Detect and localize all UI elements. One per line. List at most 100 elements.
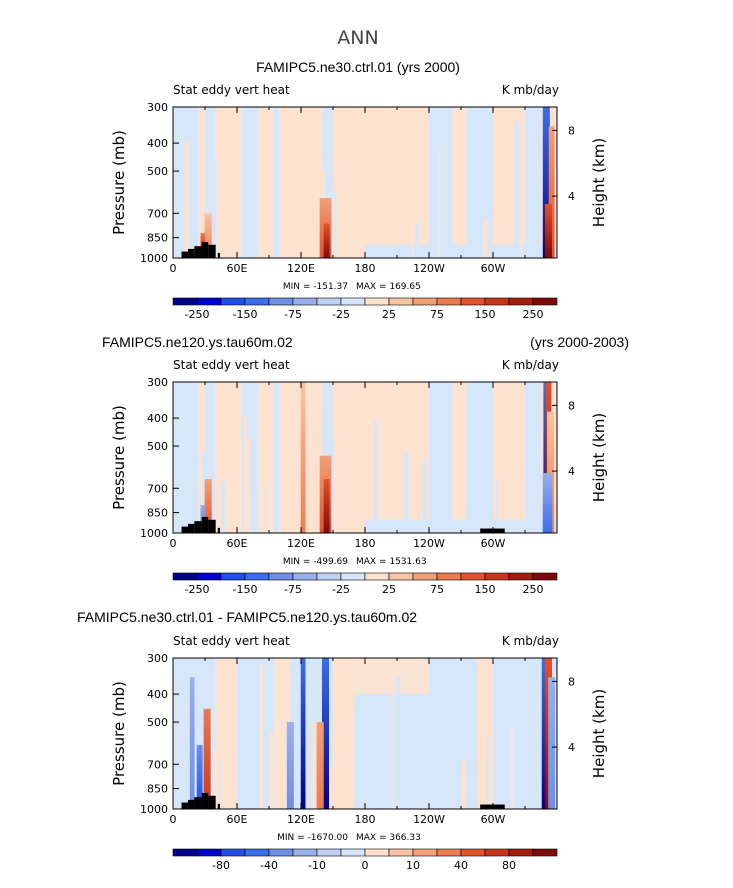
colorbar-swatch bbox=[388, 572, 414, 581]
colorbar-swatch bbox=[508, 848, 534, 857]
field-region bbox=[215, 107, 242, 258]
terrain-block bbox=[208, 795, 216, 809]
field-feature bbox=[316, 722, 324, 809]
colorbar-swatch bbox=[268, 572, 294, 581]
x-tick-label: 120E bbox=[287, 813, 315, 826]
field-region bbox=[520, 167, 523, 258]
colorbar-swatch bbox=[364, 297, 390, 306]
field-feature bbox=[189, 677, 195, 809]
max-value: MAX = 366.33 bbox=[356, 833, 421, 843]
height-axis-label: Height (km) bbox=[590, 689, 608, 778]
colorbar-swatch bbox=[436, 297, 462, 306]
colorbar-swatch bbox=[244, 848, 270, 857]
field-region bbox=[525, 107, 541, 258]
topography bbox=[181, 516, 505, 533]
x-tick-label: 0 bbox=[170, 537, 177, 550]
field-feature bbox=[547, 411, 555, 533]
field-region bbox=[329, 442, 335, 533]
terrain-block bbox=[201, 516, 209, 533]
field-region bbox=[221, 482, 226, 533]
colorbar-swatch bbox=[436, 848, 462, 857]
panel-3: FAMIPC5.ne30.ctrl.01 - FAMIPC5.ne120.ys.… bbox=[77, 609, 608, 872]
x-tick-label: 120E bbox=[287, 537, 315, 550]
field-feature bbox=[204, 478, 212, 533]
colorbar-label: -75 bbox=[284, 308, 302, 321]
colorbar-swatch bbox=[508, 297, 534, 306]
field-region bbox=[311, 721, 316, 809]
field-region bbox=[333, 658, 355, 809]
field-region bbox=[258, 107, 274, 258]
field-region bbox=[496, 478, 499, 533]
field-background bbox=[173, 658, 557, 809]
colorbar-label: -150 bbox=[233, 308, 258, 321]
terrain-block bbox=[201, 792, 209, 809]
terrain-block bbox=[217, 803, 220, 809]
y-tick-label: 400 bbox=[147, 688, 168, 701]
field-region bbox=[279, 107, 323, 258]
colorbar-swatch bbox=[316, 848, 342, 857]
field-feature bbox=[300, 382, 306, 533]
colorbar-swatch bbox=[484, 572, 510, 581]
colorbar-label: 40 bbox=[454, 859, 468, 872]
colorbar-swatch bbox=[364, 572, 390, 581]
colorbar-label: 75 bbox=[430, 308, 444, 321]
x-tick-label: 0 bbox=[170, 262, 177, 275]
height-tick-label: 4 bbox=[568, 465, 575, 478]
colorbar-swatch bbox=[244, 297, 270, 306]
field-region bbox=[466, 107, 493, 258]
max-value: MAX = 169.65 bbox=[356, 282, 421, 292]
terrain-block bbox=[187, 799, 195, 809]
colorbar: -80 -40 -10 0 10 40 80 bbox=[172, 848, 558, 872]
field-region bbox=[274, 658, 291, 809]
topography bbox=[181, 241, 220, 258]
field-region bbox=[395, 676, 400, 809]
colorbar-swatch bbox=[196, 297, 222, 306]
x-tick-label: 60E bbox=[227, 262, 248, 275]
colorbar-label: -25 bbox=[332, 583, 350, 596]
field-region bbox=[205, 107, 216, 258]
y-tick-label: 850 bbox=[147, 783, 168, 796]
y-tick-label: 400 bbox=[147, 137, 168, 150]
field-feature bbox=[548, 677, 556, 809]
field-region bbox=[219, 758, 222, 809]
y-tick-label: 500 bbox=[147, 165, 168, 178]
field-region bbox=[429, 107, 453, 258]
field-region bbox=[246, 437, 251, 533]
x-tick-label: 60W bbox=[481, 537, 506, 550]
field-region bbox=[373, 419, 378, 533]
field-region bbox=[429, 382, 453, 533]
colorbar-label: 25 bbox=[382, 308, 396, 321]
x-tick-label: 0 bbox=[170, 813, 177, 826]
field-region bbox=[215, 382, 242, 533]
colorbar-swatch bbox=[196, 848, 222, 857]
y-axis-label: Pressure (mb) bbox=[110, 405, 128, 510]
field-region bbox=[452, 107, 467, 258]
field-feature bbox=[286, 722, 294, 809]
height-tick-label: 4 bbox=[568, 190, 575, 203]
x-tick-label: 180 bbox=[355, 537, 376, 550]
height-tick-label: 8 bbox=[568, 675, 575, 688]
colorbar-label: 150 bbox=[475, 583, 496, 596]
field-region bbox=[173, 382, 199, 533]
field-feature bbox=[548, 126, 555, 259]
colorbar-swatch bbox=[412, 572, 438, 581]
min-value: MIN = -499.69 bbox=[283, 557, 348, 567]
field-background bbox=[173, 382, 557, 533]
height-axis-label: Height (km) bbox=[590, 138, 608, 227]
panel-2: FAMIPC5.ne120.ys.tau60m.02 (yrs 2000-2003… bbox=[102, 334, 629, 596]
colorbar-swatch bbox=[172, 848, 198, 857]
topography bbox=[181, 792, 505, 809]
field-region bbox=[511, 728, 513, 809]
colorbar-swatch bbox=[340, 297, 366, 306]
colorbar-swatch bbox=[436, 572, 462, 581]
height-tick-label: 8 bbox=[568, 399, 575, 412]
colorbar-label: -250 bbox=[185, 308, 210, 321]
field-feature bbox=[542, 107, 550, 258]
height-tick-label: 8 bbox=[568, 124, 575, 137]
panel-title-right: (yrs 2000-2003) bbox=[530, 334, 629, 350]
field-region bbox=[237, 658, 275, 809]
colorbar-swatch bbox=[460, 848, 486, 857]
terrain-block bbox=[208, 519, 216, 533]
field-region bbox=[485, 734, 488, 809]
y-tick-label: 400 bbox=[147, 412, 168, 425]
